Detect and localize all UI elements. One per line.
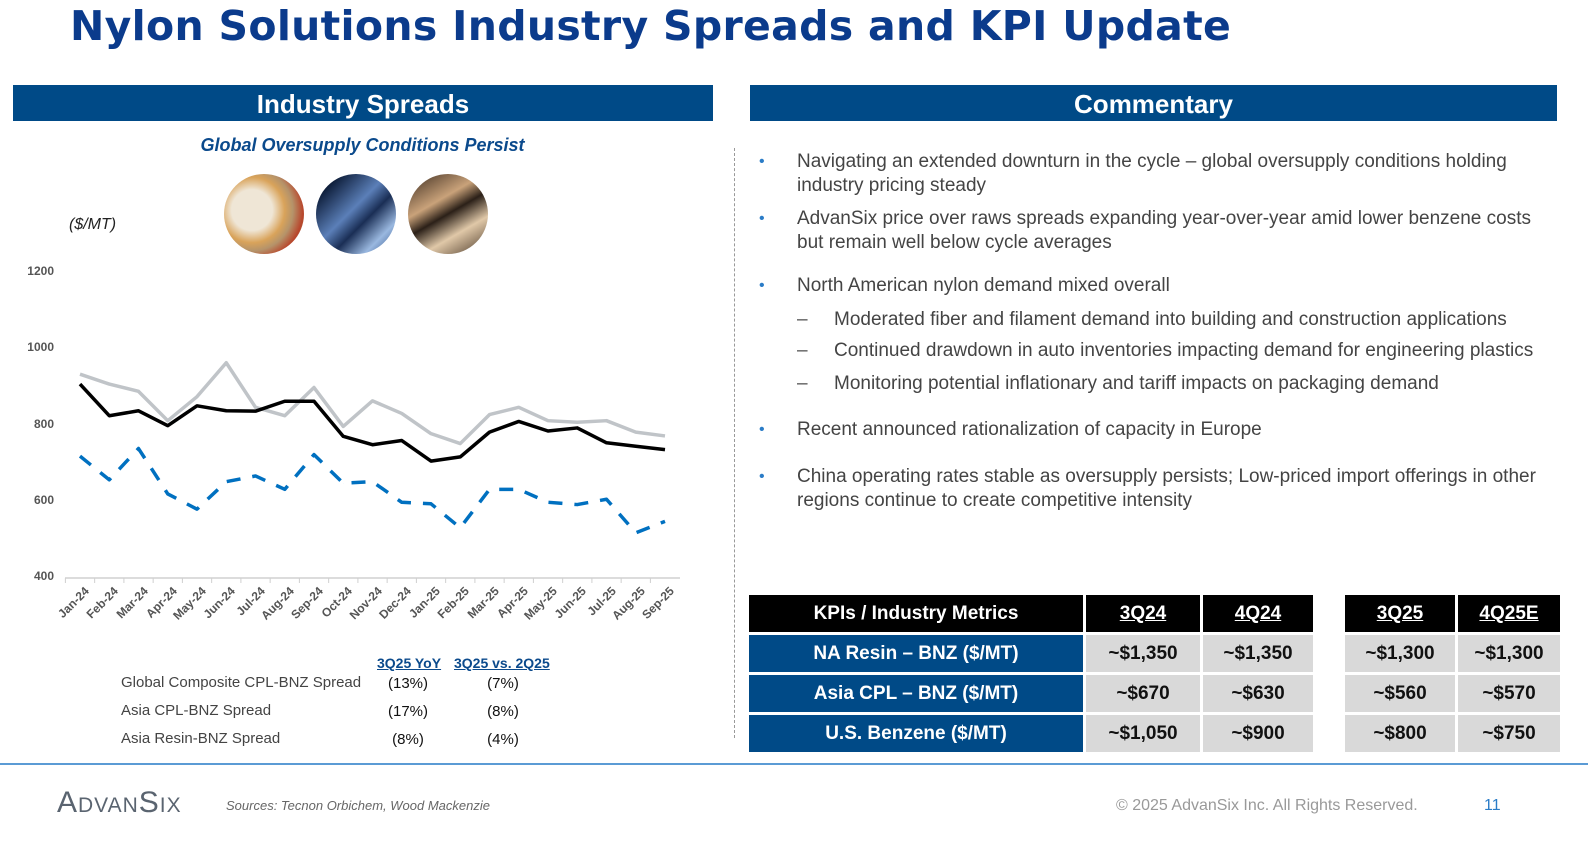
commentary-bullet: China operating rates stable as oversupp… (797, 466, 1536, 511)
kpi-value-4q25e: ~$570 (1458, 675, 1560, 712)
kpi-header-3q24: 3Q24 (1086, 595, 1200, 632)
legend-yoy-value: (13%) (387, 675, 428, 692)
legend-qoq-value: (4%) (487, 731, 519, 748)
chart-unit-label: ($/MT) (69, 216, 117, 233)
y-tick-label: 800 (33, 416, 54, 431)
kpi-header-4q25e: 4Q25E (1458, 595, 1560, 632)
commentary-bullet: AdvanSix price over raws spreads expandi… (797, 208, 1531, 253)
legend-header-qoq: 3Q25 vs. 2Q25 (454, 655, 550, 671)
kpi-row: Asia CPL – BNZ ($/MT) ~$670 ~$630 (749, 675, 1313, 712)
spreads-line-chart (64, 360, 680, 583)
commentary-bullet: Moderated fiber and filament demand into… (834, 309, 1507, 330)
kpi-value-4q24: ~$1,350 (1203, 635, 1313, 672)
kpi-row: ~$1,300 ~$1,300 (1345, 635, 1560, 672)
kpi-row-label: Asia CPL – BNZ ($/MT) (749, 675, 1083, 712)
kpi-value-3q24: ~$670 (1086, 675, 1200, 712)
page-title: Nylon Solutions Industry Spreads and KPI… (70, 2, 1232, 50)
footer-divider (0, 763, 1588, 765)
legend-yoy-value: (8%) (392, 731, 424, 748)
kpi-header-metric: KPIs / Industry Metrics (749, 595, 1083, 632)
chart-subtitle: Global Oversupply Conditions Persist (200, 135, 525, 155)
kpi-table-2025: 3Q25 4Q25E ~$1,300 ~$1,300 ~$560 ~$570 ~$800 ~$… (1342, 592, 1563, 755)
kpi-row: ~$560 ~$570 (1345, 675, 1560, 712)
dash-icon: – (797, 340, 808, 361)
legend-header-yoy: 3Q25 YoY (377, 655, 442, 671)
advansix-logo: AdvanSix (57, 786, 182, 819)
commentary-bullet: Recent announced rationalization of capa… (797, 419, 1262, 440)
carpet-fiber-photo (224, 174, 304, 254)
bullet-icon: • (759, 153, 765, 170)
y-tick-label: 600 (33, 492, 54, 507)
bullet-icon: • (759, 277, 765, 294)
bullet-icon: • (759, 468, 765, 485)
legend-qoq-value: (8%) (487, 703, 519, 720)
legend-qoq-value: (7%) (487, 675, 519, 692)
series-line-asia-resin-bnz-spread (79, 360, 666, 446)
commentary-bullet: North American nylon demand mixed overal… (797, 275, 1170, 296)
kpi-value-3q25: ~$1,300 (1345, 635, 1455, 672)
kpi-row-label: U.S. Benzene ($/MT) (749, 715, 1083, 752)
kpi-header-row: KPIs / Industry Metrics 3Q24 4Q24 (749, 595, 1313, 632)
bullet-icon: • (759, 210, 765, 227)
kpi-value-4q25e: ~$1,300 (1458, 635, 1560, 672)
bullet-icon: • (759, 421, 765, 438)
kpi-row: U.S. Benzene ($/MT) ~$1,050 ~$900 (749, 715, 1313, 752)
y-tick-label: 1200 (27, 264, 54, 278)
kpi-value-3q24: ~$1,050 (1086, 715, 1200, 752)
kpi-value-3q25: ~$800 (1345, 715, 1455, 752)
kpi-header-3q25: 3Q25 (1345, 595, 1455, 632)
page-number: 11 (1484, 797, 1501, 814)
kpi-value-3q24: ~$1,350 (1086, 635, 1200, 672)
sources-note: Sources: Tecnon Orbichem, Wood Mackenzie (226, 798, 490, 813)
dash-icon: – (797, 309, 808, 330)
legend-label: Asia Resin-BNZ Spread (121, 730, 281, 747)
commentary-bullet: Monitoring potential inflationary and ta… (834, 373, 1439, 394)
copyright: © 2025 AdvanSix Inc. All Rights Reserved… (1116, 797, 1418, 814)
commentary-bullet: Continued drawdown in auto inventories i… (834, 340, 1534, 361)
automotive-photo (316, 174, 396, 254)
series-line-asia-cpl-bnz-spread (78, 446, 666, 535)
kpi-table-2024: KPIs / Industry Metrics 3Q24 4Q24 NA Resin … (746, 592, 1316, 755)
y-tick-label: 1000 (27, 340, 54, 355)
commentary-bullet: Navigating an extended downturn in the c… (797, 151, 1507, 196)
kpi-value-4q24: ~$900 (1203, 715, 1313, 752)
kpi-value-4q24: ~$630 (1203, 675, 1313, 712)
kpi-value-3q25: ~$560 (1345, 675, 1455, 712)
kpi-row: ~$800 ~$750 (1345, 715, 1560, 752)
section-divider (734, 148, 735, 738)
industry-spreads-header: Industry Spreads (13, 85, 713, 121)
y-tick-label: 400 (33, 569, 54, 583)
legend-yoy-value: (17%) (387, 703, 428, 720)
kpi-header-row: 3Q25 4Q25E (1345, 595, 1560, 632)
kpi-header-4q24: 4Q24 (1203, 595, 1313, 632)
kpi-value-4q25e: ~$750 (1458, 715, 1560, 752)
food-packaging-photo (408, 174, 488, 254)
legend-label: Global Composite CPL-BNZ Spread (121, 674, 362, 691)
kpi-row: NA Resin – BNZ ($/MT) ~$1,350 ~$1,350 (749, 635, 1313, 672)
kpi-row-label: NA Resin – BNZ ($/MT) (749, 635, 1083, 672)
dash-icon: – (797, 373, 808, 394)
commentary-header: Commentary (750, 85, 1557, 121)
legend-label: Asia CPL-BNZ Spread (121, 702, 272, 719)
